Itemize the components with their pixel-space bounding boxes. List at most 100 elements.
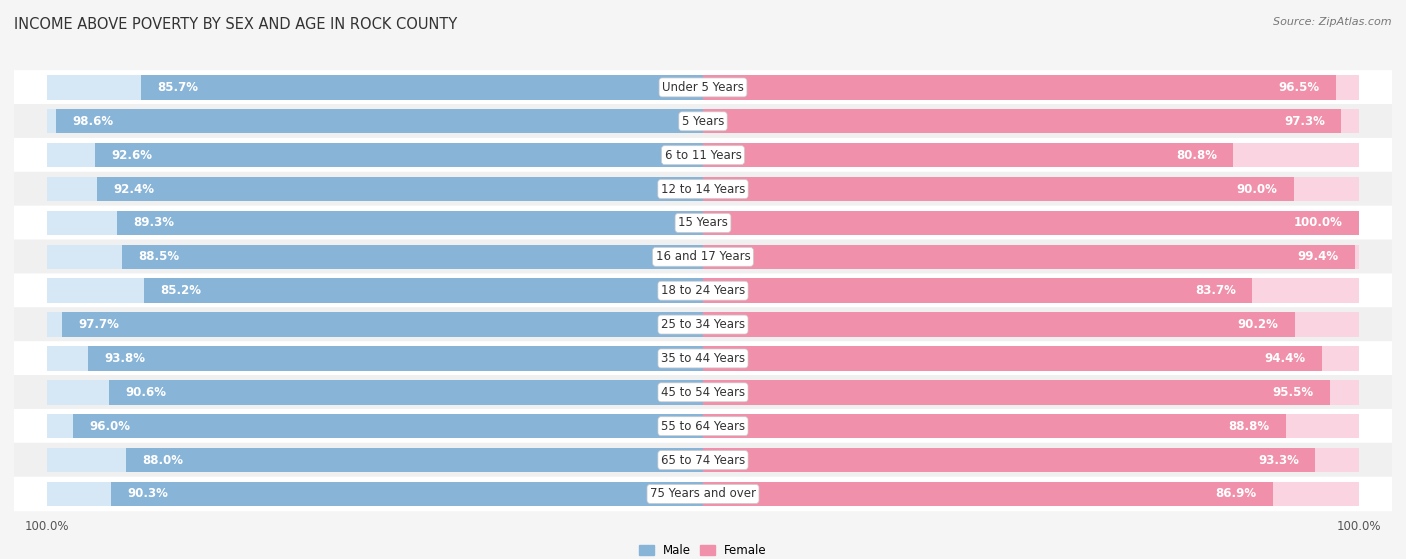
Bar xyxy=(46,482,703,506)
Text: 95.5%: 95.5% xyxy=(1272,386,1313,399)
Bar xyxy=(703,143,1233,167)
Bar xyxy=(46,109,703,134)
Bar xyxy=(703,482,1360,506)
Text: 90.6%: 90.6% xyxy=(125,386,166,399)
Text: 45 to 54 Years: 45 to 54 Years xyxy=(661,386,745,399)
Bar xyxy=(56,109,703,134)
Bar xyxy=(46,177,703,201)
Text: 65 to 74 Years: 65 to 74 Years xyxy=(661,453,745,467)
Bar xyxy=(703,414,1360,438)
Text: 99.4%: 99.4% xyxy=(1298,250,1339,263)
Text: 90.2%: 90.2% xyxy=(1237,318,1278,331)
Bar xyxy=(703,380,1360,405)
Text: 89.3%: 89.3% xyxy=(134,216,174,229)
Bar xyxy=(46,75,703,100)
Bar xyxy=(703,109,1360,134)
Text: 55 to 64 Years: 55 to 64 Years xyxy=(661,420,745,433)
FancyBboxPatch shape xyxy=(14,409,1392,443)
Legend: Male, Female: Male, Female xyxy=(634,539,772,559)
Text: 97.7%: 97.7% xyxy=(79,318,120,331)
FancyBboxPatch shape xyxy=(14,375,1392,410)
Bar xyxy=(46,245,703,269)
FancyBboxPatch shape xyxy=(14,341,1392,376)
Bar xyxy=(46,312,703,337)
Text: 90.0%: 90.0% xyxy=(1236,183,1277,196)
Bar xyxy=(111,482,703,506)
Bar xyxy=(703,278,1253,303)
Bar xyxy=(703,448,1360,472)
Bar xyxy=(122,245,703,269)
Bar xyxy=(703,346,1360,371)
Text: 18 to 24 Years: 18 to 24 Years xyxy=(661,284,745,297)
Bar xyxy=(703,211,1360,235)
Bar xyxy=(703,278,1360,303)
Bar xyxy=(46,380,703,405)
Text: 12 to 14 Years: 12 to 14 Years xyxy=(661,183,745,196)
Bar xyxy=(117,211,703,235)
Text: 96.0%: 96.0% xyxy=(90,420,131,433)
Bar xyxy=(46,278,703,303)
Text: 92.4%: 92.4% xyxy=(112,183,155,196)
Bar xyxy=(703,414,1285,438)
FancyBboxPatch shape xyxy=(14,172,1392,206)
FancyBboxPatch shape xyxy=(14,273,1392,308)
Bar xyxy=(62,312,703,337)
Text: 94.4%: 94.4% xyxy=(1265,352,1306,365)
Bar xyxy=(703,312,1295,337)
Bar xyxy=(125,448,703,472)
Text: 6 to 11 Years: 6 to 11 Years xyxy=(665,149,741,162)
Bar xyxy=(703,482,1274,506)
FancyBboxPatch shape xyxy=(14,206,1392,240)
Text: 92.6%: 92.6% xyxy=(112,149,153,162)
Text: 35 to 44 Years: 35 to 44 Years xyxy=(661,352,745,365)
Bar xyxy=(46,448,703,472)
FancyBboxPatch shape xyxy=(14,307,1392,342)
Text: INCOME ABOVE POVERTY BY SEX AND AGE IN ROCK COUNTY: INCOME ABOVE POVERTY BY SEX AND AGE IN R… xyxy=(14,17,457,32)
Text: 25 to 34 Years: 25 to 34 Years xyxy=(661,318,745,331)
Bar xyxy=(87,346,703,371)
Text: 85.2%: 85.2% xyxy=(160,284,201,297)
Bar xyxy=(703,312,1360,337)
Bar xyxy=(73,414,703,438)
Text: 85.7%: 85.7% xyxy=(157,81,198,94)
Text: 88.8%: 88.8% xyxy=(1227,420,1270,433)
Bar xyxy=(46,346,703,371)
Text: 5 Years: 5 Years xyxy=(682,115,724,128)
Bar xyxy=(703,75,1336,100)
Bar xyxy=(703,177,1294,201)
Bar xyxy=(703,346,1323,371)
Text: 97.3%: 97.3% xyxy=(1284,115,1324,128)
FancyBboxPatch shape xyxy=(14,138,1392,172)
FancyBboxPatch shape xyxy=(14,477,1392,511)
Text: Under 5 Years: Under 5 Years xyxy=(662,81,744,94)
Text: 88.0%: 88.0% xyxy=(142,453,183,467)
Bar xyxy=(703,211,1360,235)
FancyBboxPatch shape xyxy=(14,104,1392,139)
Bar xyxy=(143,278,703,303)
Bar xyxy=(46,211,703,235)
Text: 16 and 17 Years: 16 and 17 Years xyxy=(655,250,751,263)
Bar xyxy=(703,448,1315,472)
Bar xyxy=(703,75,1360,100)
FancyBboxPatch shape xyxy=(14,70,1392,105)
Bar xyxy=(46,143,703,167)
Text: 98.6%: 98.6% xyxy=(73,115,114,128)
Bar xyxy=(703,143,1360,167)
Bar xyxy=(97,177,703,201)
Bar xyxy=(703,380,1330,405)
Text: 15 Years: 15 Years xyxy=(678,216,728,229)
Text: 83.7%: 83.7% xyxy=(1195,284,1236,297)
Text: 96.5%: 96.5% xyxy=(1278,81,1320,94)
Bar xyxy=(703,177,1360,201)
Text: 75 Years and over: 75 Years and over xyxy=(650,487,756,500)
Bar xyxy=(96,143,703,167)
Bar xyxy=(108,380,703,405)
FancyBboxPatch shape xyxy=(14,239,1392,274)
Text: 80.8%: 80.8% xyxy=(1175,149,1216,162)
Text: 93.3%: 93.3% xyxy=(1258,453,1299,467)
FancyBboxPatch shape xyxy=(14,443,1392,477)
Text: 88.5%: 88.5% xyxy=(139,250,180,263)
Text: 86.9%: 86.9% xyxy=(1216,487,1257,500)
Text: Source: ZipAtlas.com: Source: ZipAtlas.com xyxy=(1274,17,1392,27)
Bar xyxy=(703,245,1355,269)
